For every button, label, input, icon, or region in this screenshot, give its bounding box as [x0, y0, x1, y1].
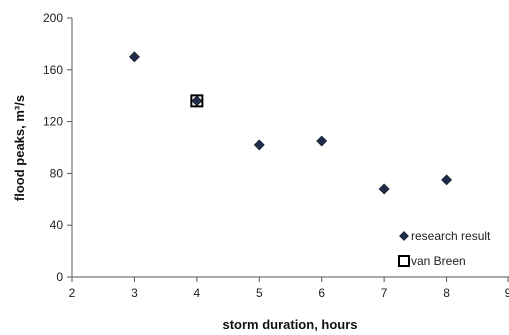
- y-tick-label: 40: [50, 218, 64, 232]
- x-tick-labels: 2 3 4 5 6 7 8 9: [69, 286, 509, 300]
- x-tick-label: 2: [69, 286, 76, 300]
- data-point-diamond: [316, 135, 328, 147]
- data-points: [129, 51, 452, 195]
- data-point-square: [190, 94, 204, 108]
- data-point-diamond: [191, 95, 203, 107]
- x-tick-label: 4: [194, 286, 201, 300]
- axes: [67, 17, 509, 282]
- y-axis-title: flood peaks, m³/s: [12, 95, 27, 201]
- x-tick-label: 6: [318, 286, 325, 300]
- legend-label: van Breen: [411, 254, 466, 268]
- y-tick-label: 80: [50, 166, 64, 180]
- legend-marker-square: [398, 255, 410, 267]
- x-axis-title: storm duration, hours: [222, 317, 357, 332]
- y-tick-label: 120: [43, 115, 63, 129]
- data-point-diamond: [253, 139, 265, 151]
- legend: research result van Breen: [398, 229, 491, 268]
- x-tick-label: 7: [381, 286, 388, 300]
- legend-label: research result: [411, 229, 491, 243]
- x-tick-label: 5: [256, 286, 263, 300]
- y-tick-label: 160: [43, 63, 63, 77]
- y-tick-label: 0: [56, 270, 63, 284]
- data-point-diamond: [378, 183, 390, 195]
- y-tick-labels: 0 40 80 120 160 200: [43, 11, 63, 284]
- x-tick-label: 9: [505, 286, 509, 300]
- data-point-diamond: [129, 51, 140, 63]
- y-tick-label: 200: [43, 11, 63, 25]
- x-tick-label: 3: [131, 286, 138, 300]
- legend-marker-diamond: [399, 231, 409, 241]
- x-tick-label: 8: [443, 286, 450, 300]
- data-point-diamond: [441, 174, 452, 186]
